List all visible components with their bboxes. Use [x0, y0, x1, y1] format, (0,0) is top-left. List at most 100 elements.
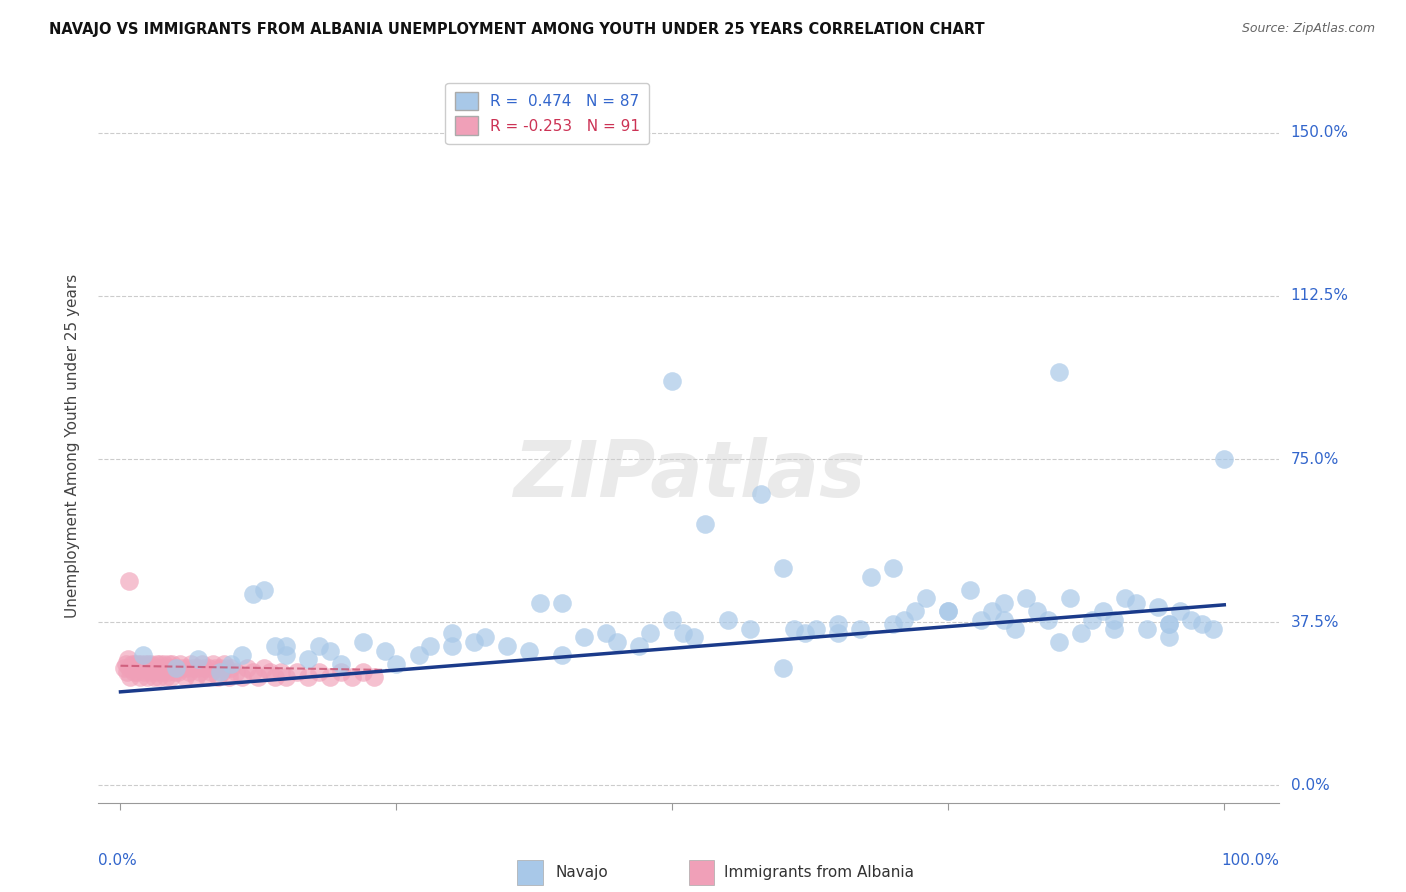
Point: [1025, 604, 1047, 618]
Point: [135, 661, 157, 675]
Point: [142, 670, 165, 684]
Point: [136, 657, 159, 671]
Point: [208, 665, 231, 680]
Point: [172, 661, 194, 675]
Point: [882, 617, 904, 632]
Point: [882, 561, 904, 575]
Point: [628, 639, 651, 653]
Point: [134, 657, 156, 671]
Point: [157, 657, 180, 671]
Point: [139, 665, 162, 680]
Point: [606, 635, 628, 649]
Point: [419, 639, 441, 653]
Point: [1147, 599, 1170, 614]
Point: [804, 622, 827, 636]
Point: [121, 657, 143, 671]
Point: [1091, 604, 1114, 618]
Point: [162, 657, 184, 671]
Text: NAVAJO VS IMMIGRANTS FROM ALBANIA UNEMPLOYMENT AMONG YOUTH UNDER 25 YEARS CORREL: NAVAJO VS IMMIGRANTS FROM ALBANIA UNEMPL…: [49, 22, 984, 37]
Point: [146, 661, 169, 675]
Point: [180, 657, 202, 671]
Point: [1136, 622, 1159, 636]
Point: [374, 643, 396, 657]
Text: ZIPatlas: ZIPatlas: [513, 436, 865, 513]
Point: [141, 657, 163, 671]
Point: [738, 622, 761, 636]
Point: [793, 626, 815, 640]
Point: [191, 657, 214, 671]
Point: [187, 652, 209, 666]
Point: [270, 665, 292, 680]
Point: [683, 631, 706, 645]
Point: [860, 569, 883, 583]
Point: [125, 661, 148, 675]
Point: [1059, 591, 1081, 606]
Point: [152, 657, 174, 671]
Point: [193, 661, 215, 675]
Point: [231, 648, 253, 662]
Point: [893, 613, 915, 627]
Point: [198, 661, 221, 675]
Point: [141, 661, 163, 675]
Point: [207, 670, 229, 684]
Text: 37.5%: 37.5%: [1291, 615, 1339, 630]
Point: [236, 661, 259, 675]
Point: [146, 657, 169, 671]
Point: [1157, 631, 1180, 645]
Point: [208, 661, 231, 675]
Point: [188, 665, 211, 680]
Point: [120, 670, 142, 684]
Point: [242, 665, 264, 680]
Point: [219, 661, 242, 675]
Point: [595, 626, 617, 640]
Point: [297, 670, 319, 684]
Point: [118, 661, 141, 675]
Text: 75.0%: 75.0%: [1291, 451, 1339, 467]
Point: [165, 661, 187, 675]
Point: [993, 596, 1015, 610]
Point: [1168, 604, 1191, 618]
Point: [145, 665, 167, 680]
Point: [148, 670, 170, 684]
Point: [1157, 617, 1180, 632]
Point: [131, 661, 153, 675]
Point: [242, 587, 264, 601]
Point: [1047, 635, 1070, 649]
Point: [124, 657, 146, 671]
Point: [1157, 617, 1180, 632]
Point: [212, 657, 235, 671]
Text: 100.0%: 100.0%: [1222, 853, 1279, 868]
Point: [115, 657, 138, 671]
Point: [981, 604, 1004, 618]
Point: [474, 631, 496, 645]
Point: [129, 670, 152, 684]
Point: [936, 604, 959, 618]
Point: [131, 648, 153, 662]
Point: [211, 665, 233, 680]
Text: 150.0%: 150.0%: [1291, 125, 1348, 140]
Point: [772, 561, 794, 575]
Point: [187, 661, 209, 675]
Point: [308, 665, 330, 680]
Point: [160, 670, 183, 684]
Point: [121, 661, 143, 675]
Point: [136, 670, 159, 684]
Point: [247, 670, 270, 684]
Point: [264, 670, 287, 684]
Point: [342, 670, 364, 684]
Point: [352, 635, 374, 649]
Text: 0.0%: 0.0%: [98, 853, 138, 868]
Point: [218, 670, 240, 684]
Point: [529, 596, 551, 610]
Text: Navajo: Navajo: [555, 865, 609, 880]
Point: [156, 661, 179, 675]
Point: [131, 657, 153, 671]
Point: [153, 661, 176, 675]
Point: [128, 661, 150, 675]
Point: [849, 622, 872, 636]
Point: [827, 617, 849, 632]
Text: 112.5%: 112.5%: [1291, 288, 1348, 303]
Point: [138, 661, 160, 675]
Point: [1191, 617, 1213, 632]
Point: [127, 657, 149, 671]
